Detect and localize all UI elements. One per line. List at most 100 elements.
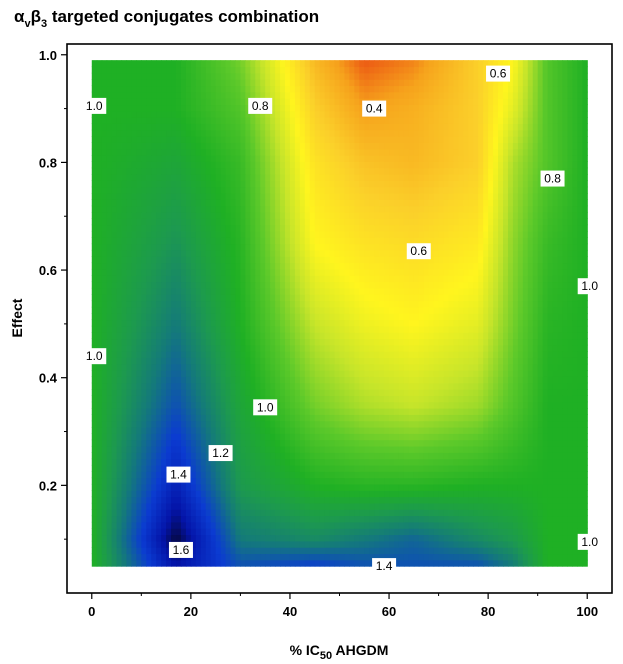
heat-cell [324, 370, 331, 377]
heat-cell [389, 332, 395, 340]
heat-cell [230, 407, 237, 415]
heat-cell [121, 300, 128, 308]
heat-cell [166, 370, 172, 377]
heat-cell [527, 553, 534, 561]
heat-cell [369, 420, 375, 428]
heat-cell [240, 319, 246, 327]
heat-cell [453, 528, 459, 536]
heat-cell [304, 414, 311, 422]
heat-cell [101, 407, 108, 415]
heat-cell [319, 281, 326, 289]
heat-cell [448, 414, 455, 422]
heat-cell [572, 471, 578, 479]
heat-cell [503, 414, 509, 422]
heat-cell [126, 414, 132, 422]
heat-cell [106, 389, 113, 396]
heat-cell [176, 502, 182, 510]
heat-cell [91, 553, 98, 561]
heat-cell [522, 376, 529, 384]
heat-cell [398, 559, 405, 567]
heat-cell [512, 256, 519, 264]
heat-cell [448, 294, 455, 302]
heat-cell [111, 281, 118, 289]
heat-cell [111, 464, 118, 472]
heat-cell [339, 262, 346, 270]
heat-cell [171, 502, 177, 510]
heat-cell [265, 445, 271, 453]
heat-cell [428, 382, 435, 390]
heat-cell [394, 370, 400, 377]
heat-cell [304, 389, 311, 396]
heat-cell [498, 509, 504, 517]
heat-cell [101, 275, 108, 283]
heat-cell [91, 287, 98, 295]
heat-cell [141, 306, 147, 314]
heat-cell [394, 471, 400, 479]
heat-cell [260, 363, 266, 371]
heat-cell [389, 268, 395, 276]
heat-cell [473, 300, 479, 308]
heat-cell [463, 433, 469, 441]
heat-cell [488, 332, 494, 340]
heat-cell [171, 483, 177, 491]
heat-cell [151, 458, 157, 466]
heat-cell [493, 300, 499, 308]
heat-cell [166, 268, 172, 276]
heat-cell [493, 249, 499, 257]
heat-cell [96, 275, 103, 283]
heat-cell [240, 306, 246, 314]
heat-cell [299, 534, 306, 542]
heat-cell [156, 275, 162, 283]
heat-cell [423, 300, 430, 308]
heat-cell [379, 313, 385, 321]
heat-cell [547, 344, 554, 352]
heat-cell [319, 300, 326, 308]
heat-cell [195, 452, 202, 460]
heat-cell [220, 395, 227, 403]
heat-cell [398, 414, 405, 422]
heat-cell [161, 268, 167, 276]
heat-cell [285, 382, 291, 390]
heat-cell [270, 547, 276, 555]
heat-cell [562, 452, 568, 460]
heat-cell [309, 332, 316, 340]
heat-cell [453, 439, 459, 447]
heat-cell [577, 268, 583, 276]
heat-cell [166, 275, 172, 283]
heat-cell [374, 370, 380, 377]
heat-cell [577, 351, 583, 358]
heat-cell [398, 458, 405, 466]
heat-cell [398, 407, 405, 415]
heat-cell [200, 376, 207, 384]
heat-cell [176, 439, 182, 447]
heat-cell [285, 496, 291, 504]
heat-cell [176, 395, 182, 403]
heat-cell [136, 464, 142, 472]
heat-cell [557, 483, 564, 491]
heat-cell [493, 363, 499, 371]
heat-cell [205, 445, 212, 453]
heat-cell [314, 395, 321, 403]
heat-cell [413, 477, 420, 485]
heat-cell [542, 300, 549, 308]
heat-cell [423, 515, 430, 523]
heat-cell [245, 351, 251, 358]
heat-cell [423, 319, 430, 327]
heat-cell [527, 256, 534, 264]
heat-cell [289, 502, 296, 510]
heat-cell [394, 357, 400, 365]
heat-cell [314, 325, 321, 333]
heat-cell [473, 382, 479, 390]
heat-cell [577, 319, 583, 327]
heat-cell [423, 395, 430, 403]
heat-cell [453, 338, 459, 346]
heat-cell [503, 249, 509, 257]
heat-cell [443, 287, 450, 295]
heat-cell [537, 401, 544, 409]
heat-cell [91, 300, 98, 308]
heat-cell [299, 401, 306, 409]
heat-cell [389, 338, 395, 346]
heat-cell [344, 344, 350, 352]
heat-cell [522, 407, 529, 415]
heat-cell [384, 401, 390, 409]
